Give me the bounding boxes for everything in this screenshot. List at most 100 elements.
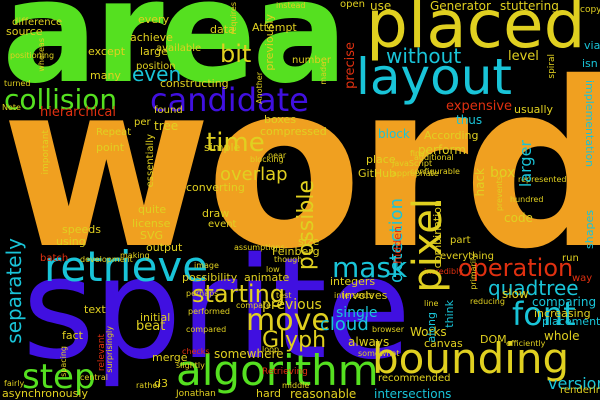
cloud-word: thus (456, 113, 483, 127)
cloud-word: larger (516, 140, 535, 188)
cloud-word: via (584, 39, 600, 52)
cloud-word: except (88, 45, 126, 58)
cloud-word: turned (4, 79, 31, 88)
cloud-word: Generator (430, 0, 491, 13)
cloud-word: step (22, 357, 96, 397)
cloud-word: place (366, 153, 396, 166)
cloud-word: middle (282, 381, 310, 390)
cloud-word: algorithm (176, 346, 379, 395)
cloud-word: stuttering (500, 0, 559, 13)
cloud-word: usually (514, 103, 554, 116)
cloud-word: loop (262, 345, 280, 354)
cloud-word: license (132, 217, 171, 230)
cloud-word: slow (502, 287, 529, 301)
cloud-word: compressed (260, 125, 327, 138)
cloud-word: Another (255, 72, 264, 104)
cloud-word: font (512, 295, 576, 333)
cloud-word: simple (204, 141, 241, 154)
cloud-word: low (266, 265, 280, 274)
cloud-word: collision (4, 83, 118, 116)
cloud-word: spacing (59, 346, 68, 377)
cloud-word: whole (544, 329, 580, 343)
cloud-word: checks (182, 347, 210, 356)
cloud-word: prevents (495, 176, 504, 212)
cloud-word: spiral (547, 54, 557, 79)
cloud-word: DOM (480, 333, 507, 346)
cloud-word: comparing (532, 295, 597, 309)
cloud-word: positioning (10, 51, 55, 60)
cloud-word: essentially (145, 134, 156, 188)
cloud-word: run (562, 253, 579, 264)
cloud-word: data (210, 23, 235, 36)
cloud-word: open (340, 0, 365, 10)
cloud-word: every (138, 13, 170, 26)
cloud-word: cloud (320, 314, 369, 335)
cloud-word: available (156, 43, 202, 54)
cloud-word: intersects (334, 291, 374, 300)
cloud-word: found (154, 105, 183, 116)
cloud-word: mask (332, 251, 408, 284)
cloud-word: precise (343, 42, 358, 89)
cloud-word: batch (40, 253, 69, 264)
cloud-word: draw (202, 207, 230, 220)
cloud-word: code (504, 211, 533, 225)
cloud-word: isn (582, 57, 598, 70)
cloud-word: canvas (424, 337, 463, 350)
cloud-word: word (1, 33, 600, 299)
cloud-word: rendering (560, 385, 600, 396)
cloud-word: test (276, 291, 292, 300)
cloud-word: possible (294, 180, 319, 271)
cloud-word: important (41, 130, 51, 175)
cloud-word: requires (229, 2, 238, 35)
cloud-word: browser (372, 325, 405, 334)
cloud-word: initial (140, 311, 171, 324)
cloud-word: possibility (182, 271, 238, 284)
cloud-word: d3 (154, 377, 168, 390)
cloud-word: even (132, 62, 182, 86)
cloud-word: previous (262, 297, 322, 313)
cloud-word: Jonathan (176, 389, 216, 399)
cloud-word: Attempt (252, 21, 297, 34)
cloud-word: position (136, 61, 176, 72)
cloud-word: primarily (469, 254, 478, 290)
cloud-word: boxes (264, 113, 297, 126)
cloud-word: reducing (470, 297, 505, 306)
cloud-word: expensive (446, 99, 513, 114)
cloud-word: level (508, 49, 539, 64)
cloud-word: animate (244, 271, 290, 284)
cloud-word: additional (414, 153, 454, 162)
cloud-word: move (246, 303, 330, 338)
cloud-word: point (96, 141, 125, 154)
cloud-word: efficiently (506, 339, 546, 348)
cloud-word: source (6, 25, 43, 38)
cloud-word: event (208, 219, 237, 230)
cloud-word: layout (356, 48, 513, 106)
cloud-word: JavaScript (392, 159, 433, 168)
cloud-word: use (370, 0, 392, 13)
cloud-word: hack (473, 168, 487, 197)
cloud-word: using (56, 235, 86, 248)
cloud-word: perhaps (186, 289, 219, 298)
cloud-word: quite (138, 203, 167, 216)
cloud-word: tree (154, 119, 179, 133)
cloud-word: surprisingly (105, 326, 114, 373)
cloud-word: way (572, 273, 593, 284)
cloud-word: many (90, 69, 121, 82)
cloud-word: involves (342, 289, 388, 302)
cloud-word: compared (186, 325, 227, 334)
cloud-word: text (84, 303, 106, 316)
cloud-word: sprite (22, 228, 411, 391)
cloud-word: operation (458, 254, 574, 282)
cloud-word: whereas (37, 38, 46, 72)
cloud-word: represented (518, 175, 567, 184)
cloud-word: intersections (374, 387, 452, 400)
cloud-word: GitHub (358, 167, 397, 180)
cloud-word: version (548, 374, 600, 393)
cloud-word: perform (418, 143, 466, 157)
cloud-word: overlap (220, 164, 288, 185)
cloud-word: output (146, 241, 183, 254)
cloud-word: block (378, 127, 410, 141)
cloud-word: increasing (534, 307, 591, 320)
cloud-word: hidden (391, 226, 404, 264)
